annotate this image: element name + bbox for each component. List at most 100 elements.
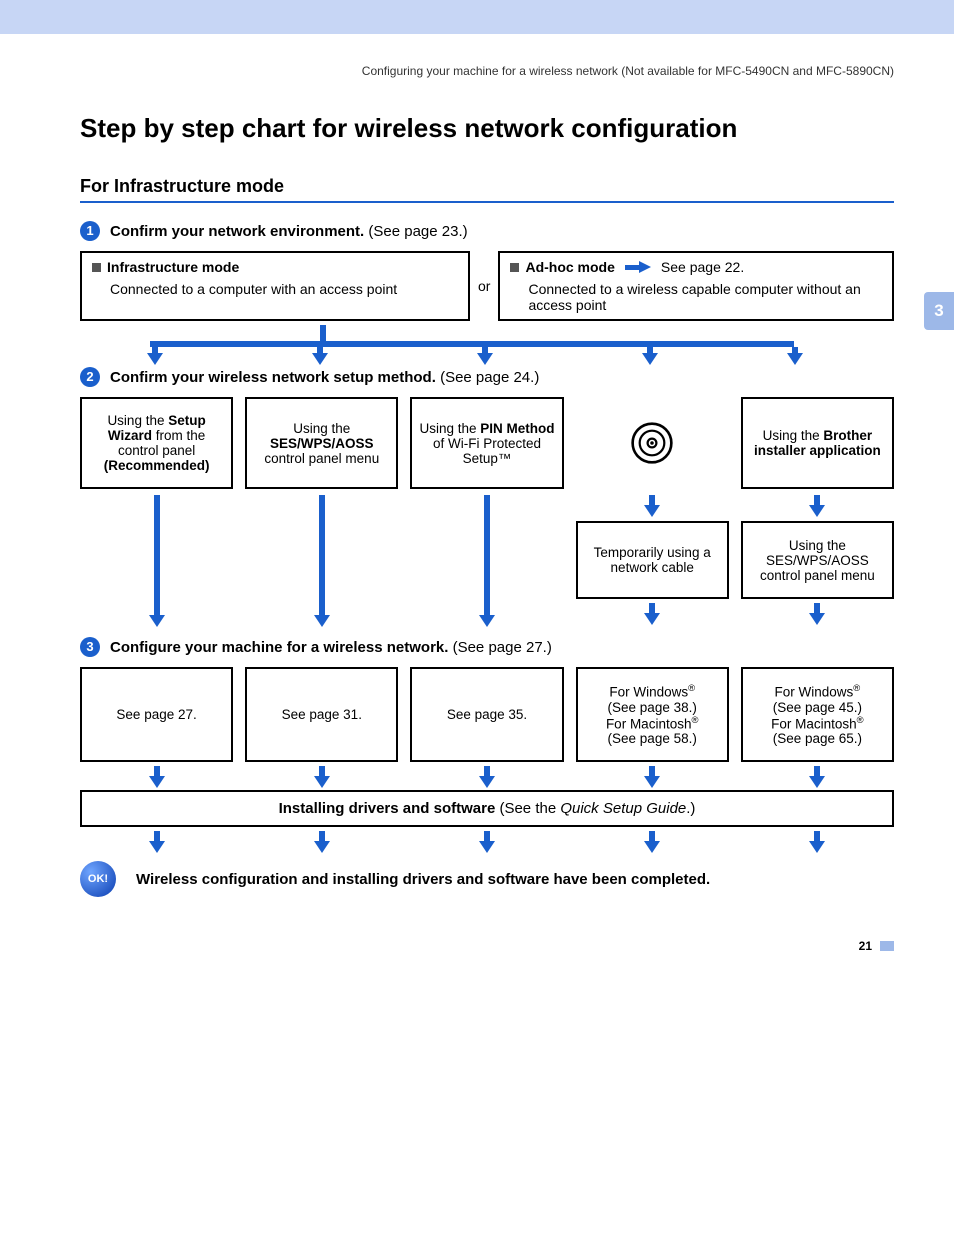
- arrow-down-icon: [80, 831, 233, 853]
- methods-sub-row: Temporarily using a network cable Using …: [80, 495, 894, 627]
- adhoc-title: Ad-hoc mode See page 22.: [510, 259, 882, 275]
- install-rest2: .): [686, 800, 695, 817]
- step1-row: Infrastructure mode Connected to a compu…: [80, 251, 894, 321]
- step1-header: 1 Confirm your network environment. (See…: [80, 221, 894, 241]
- ok-row: OK! Wireless configuration and installin…: [80, 861, 894, 897]
- arrow-down-icon: [576, 766, 729, 788]
- step2-bullet: 2: [80, 367, 100, 387]
- section-heading: For Infrastructure mode: [80, 176, 894, 203]
- arrow-right-icon: [625, 261, 651, 273]
- square-bullet-icon: [510, 263, 519, 272]
- txt-b: SES/WPS/AOSS: [766, 553, 869, 568]
- arrow-down-icon: [245, 766, 398, 788]
- page-ref-1: See page 27.: [80, 667, 233, 762]
- txt: control panel menu: [264, 451, 379, 466]
- page-content: 3 Configuring your machine for a wireles…: [0, 34, 954, 993]
- page-ref-2: See page 31.: [245, 667, 398, 762]
- method-ses-wps-aoss: Using the SES/WPS/AOSS control panel men…: [245, 397, 398, 489]
- infra-title: Infrastructure mode: [92, 259, 458, 275]
- sub-ses-box: Using the SES/WPS/AOSS control panel men…: [741, 521, 894, 599]
- page-ref-4: For Windows® (See page 38.) For Macintos…: [576, 667, 729, 762]
- step1-text: Confirm your network environment. (See p…: [110, 223, 468, 240]
- txt: Using the: [419, 421, 480, 436]
- txt-b: SES/WPS/AOSS: [270, 436, 374, 451]
- page-footer: 21: [80, 937, 894, 953]
- adhoc-see: See page 22.: [661, 259, 744, 275]
- page-title: Step by step chart for wireless network …: [80, 113, 894, 144]
- sub-col5: Using the SES/WPS/AOSS control panel men…: [741, 495, 894, 627]
- install-rest: (See the: [495, 800, 560, 817]
- step1-bold: Confirm your network environment.: [110, 223, 364, 240]
- step1-rest: (See page 23.): [364, 223, 467, 240]
- txt: Using the: [107, 413, 168, 428]
- arrow-down-icon: [245, 831, 398, 853]
- arrow-down-icon: [741, 766, 894, 788]
- or-label: or: [470, 278, 498, 294]
- page-number-bar: [880, 941, 894, 951]
- txt: Using the: [789, 538, 846, 553]
- txt: (See page 45.): [773, 700, 862, 715]
- step1-bullet: 1: [80, 221, 100, 241]
- txt: Using the: [293, 421, 350, 436]
- method-cd-icon: [576, 397, 729, 489]
- step2-text: Confirm your wireless network setup meth…: [110, 369, 539, 386]
- txt: control panel menu: [760, 568, 875, 583]
- txt-b: (Recommended): [104, 458, 210, 473]
- install-italic: Quick Setup Guide: [560, 800, 686, 817]
- install-box: Installing drivers and software (See the…: [80, 790, 894, 827]
- method-setup-wizard: Using the Setup Wizard from the control …: [80, 397, 233, 489]
- method-brother-installer: Using the Brother installer application: [741, 397, 894, 489]
- methods-row: Using the Setup Wizard from the control …: [80, 397, 894, 489]
- arrow-col2: [245, 495, 398, 627]
- step3-header: 3 Configure your machine for a wireless …: [80, 637, 894, 657]
- txt: For Windows: [609, 685, 688, 700]
- txt: Using the: [763, 428, 824, 443]
- arrow-col1: [80, 495, 233, 627]
- arrow-down-icon: [576, 831, 729, 853]
- txt: (See page 65.): [773, 731, 862, 746]
- chapter-tab: 3: [924, 292, 954, 330]
- step3-bullet: 3: [80, 637, 100, 657]
- txt: (See page 58.): [608, 731, 697, 746]
- top-bar: [0, 0, 954, 34]
- step2-bold: Confirm your wireless network setup meth…: [110, 369, 436, 386]
- page-ref-3: See page 35.: [410, 667, 563, 762]
- adhoc-title-text: Ad-hoc mode: [525, 259, 614, 275]
- adhoc-desc: Connected to a wireless capable computer…: [510, 275, 882, 313]
- step3-rest: (See page 27.): [448, 639, 551, 656]
- cd-disc-icon: [630, 421, 674, 465]
- txt: For Windows: [775, 685, 854, 700]
- infra-mode-box: Infrastructure mode Connected to a compu…: [80, 251, 470, 321]
- arrows-to-install: [80, 766, 894, 788]
- infra-title-text: Infrastructure mode: [107, 259, 239, 275]
- adhoc-mode-box: Ad-hoc mode See page 22. Connected to a …: [498, 251, 894, 321]
- arrow-down-icon: [741, 831, 894, 853]
- txt: For Macintosh: [606, 716, 692, 731]
- txt: (See page 38.): [608, 700, 697, 715]
- txt-b: PIN Method: [480, 421, 554, 436]
- temp-cable-box: Temporarily using a network cable: [576, 521, 729, 599]
- step2-header: 2 Confirm your wireless network setup me…: [80, 367, 894, 387]
- ok-text: Wireless configuration and installing dr…: [136, 871, 710, 888]
- txt: of Wi-Fi Protected Setup™: [433, 436, 541, 466]
- branch-connector: [80, 325, 894, 365]
- step2-rest: (See page 24.): [436, 369, 539, 386]
- arrow-col3: [410, 495, 563, 627]
- step3-text: Configure your machine for a wireless ne…: [110, 639, 552, 656]
- ok-badge-icon: OK!: [80, 861, 116, 897]
- page-number: 21: [859, 939, 878, 953]
- arrow-down-icon: [80, 766, 233, 788]
- arrow-down-icon: [410, 831, 563, 853]
- arrows-to-ok: [80, 831, 894, 853]
- method-pin: Using the PIN Method of Wi-Fi Protected …: [410, 397, 563, 489]
- step3-bold: Configure your machine for a wireless ne…: [110, 639, 448, 656]
- install-bold: Installing drivers and software: [279, 800, 496, 817]
- sub-col4: Temporarily using a network cable: [576, 495, 729, 627]
- infra-desc: Connected to a computer with an access p…: [92, 275, 458, 297]
- page-ref-5: For Windows® (See page 45.) For Macintos…: [741, 667, 894, 762]
- breadcrumb: Configuring your machine for a wireless …: [80, 64, 894, 78]
- txt: For Macintosh: [771, 716, 857, 731]
- arrow-down-icon: [410, 766, 563, 788]
- pages-row: See page 27. See page 31. See page 35. F…: [80, 667, 894, 762]
- square-bullet-icon: [92, 263, 101, 272]
